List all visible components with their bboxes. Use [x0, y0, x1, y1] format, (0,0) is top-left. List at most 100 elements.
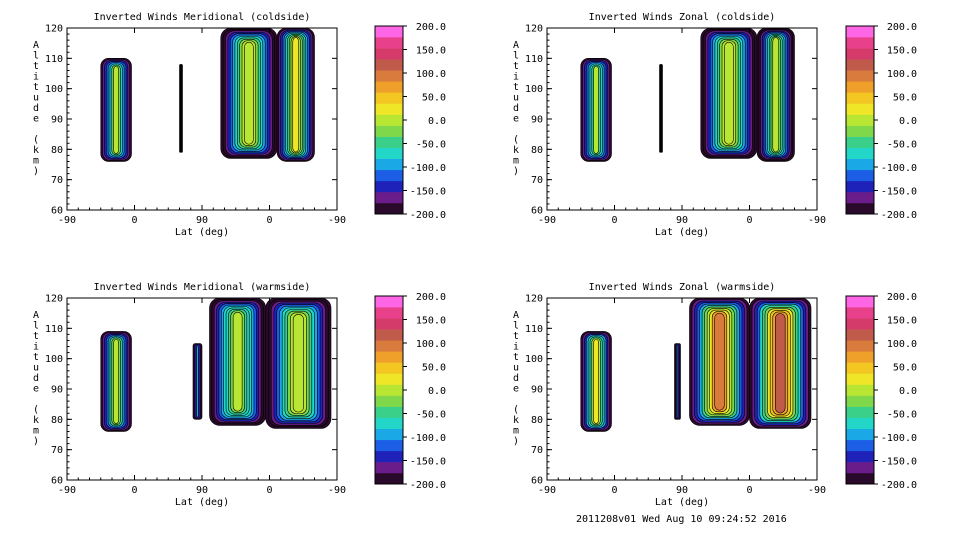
colorbar-swatch [846, 92, 874, 104]
colorbar-swatch [846, 362, 874, 374]
colorbar-swatch [375, 136, 403, 148]
data-region [100, 331, 132, 432]
panel-title: Inverted Winds Meridional (warmside) [94, 282, 311, 293]
colorbar-label: 150.0 [887, 46, 917, 57]
y-tick-label: 60 [531, 206, 543, 217]
colorbar-label: -150.0 [410, 457, 446, 468]
colorbar-swatch [375, 125, 403, 137]
colorbar-swatch [375, 114, 403, 126]
colorbar-label: -200.0 [410, 210, 446, 221]
contour-level [676, 344, 679, 419]
colorbar-label: 50.0 [893, 363, 917, 374]
colorbar-label: -200.0 [881, 210, 917, 221]
colorbar-swatch [846, 318, 874, 330]
y-tick-label: 80 [531, 145, 543, 156]
colorbar-swatch [846, 180, 874, 193]
y-tick-label: 120 [525, 294, 543, 305]
data-region [100, 58, 132, 162]
colorbar-swatch [375, 439, 403, 452]
colorbar-swatch [375, 318, 403, 330]
x-tick-label: 90 [196, 485, 208, 496]
colorbar-swatch [375, 158, 403, 171]
contour-level [714, 312, 725, 411]
footer-stamp: 2011208v01 Wed Aug 10 09:24:52 2016 [576, 514, 787, 525]
colorbar-swatch [846, 307, 874, 319]
contour-level [196, 345, 199, 418]
contour-level [775, 313, 786, 414]
panel-3: Inverted Winds Meridional (warmside) 60 70… [33, 282, 446, 508]
colorbar-label: 200.0 [416, 292, 446, 303]
colorbar-swatch [846, 373, 874, 385]
data-region [674, 343, 681, 420]
colorbar-swatch [846, 191, 874, 204]
colorbar-swatch [846, 384, 874, 396]
y-tick-label: 90 [531, 385, 543, 396]
y-tick-label: 100 [45, 354, 63, 365]
colorbar-swatch [846, 37, 874, 49]
y-tick-label: 120 [525, 24, 543, 35]
x-tick-label: 0 [611, 485, 617, 496]
data-region [749, 297, 812, 429]
colorbar-label: 100.0 [887, 69, 917, 80]
contour-level [244, 41, 254, 145]
contour-level [180, 64, 182, 152]
colorbar-label: 0.0 [899, 386, 917, 397]
colorbar-swatch [846, 351, 874, 363]
colorbar-swatch [375, 461, 403, 474]
y-tick-label: 90 [531, 115, 543, 126]
colorbar-label: 50.0 [422, 363, 446, 374]
panel-2: Inverted Winds Zonal (coldside) 60 70 80 90 1… [513, 12, 917, 238]
colorbar-swatch [375, 92, 403, 104]
contour-level [593, 65, 599, 155]
colorbar-label: 100.0 [416, 339, 446, 350]
colorbar-swatch [846, 340, 874, 352]
colorbar: 200.0 150.0 100.0 50.0 0.0 -50.0 -100.0 -150.0 -… [845, 22, 917, 221]
colorbar-label: 200.0 [887, 22, 917, 33]
colorbar-label: -100.0 [881, 163, 917, 174]
x-axis-label: Lat (deg) [655, 227, 709, 238]
x-tick-label: -90 [538, 485, 556, 496]
y-tick-label: 110 [525, 54, 543, 65]
colorbar-label: 50.0 [893, 93, 917, 104]
colorbar-label: 100.0 [887, 339, 917, 350]
x-axis-label: Lat (deg) [655, 497, 709, 508]
colorbar-swatch [375, 70, 403, 82]
colorbar-label: 50.0 [422, 93, 446, 104]
y-tick-label: 120 [45, 24, 63, 35]
colorbar-label: 200.0 [416, 22, 446, 33]
colorbar-swatch [846, 158, 874, 171]
y-tick-label: 120 [45, 294, 63, 305]
colorbar-swatch [846, 114, 874, 126]
colorbar-swatch [375, 81, 403, 93]
colorbar-swatch [375, 340, 403, 352]
y-tick-label: 80 [531, 415, 543, 426]
colorbar-label: -200.0 [881, 480, 917, 491]
colorbar-swatch [375, 395, 403, 407]
colorbar-label: 150.0 [416, 46, 446, 57]
data-region [276, 27, 315, 162]
colorbar-swatch [375, 329, 403, 341]
data-region [580, 331, 612, 432]
panel-title: Inverted Winds Meridional (coldside) [94, 12, 311, 23]
contour-level [113, 65, 119, 155]
colorbar-swatch [375, 406, 403, 418]
colorbar-swatch [846, 472, 874, 485]
colorbar-swatch [375, 417, 403, 430]
colorbar-swatch [846, 125, 874, 137]
x-tick-label: 90 [676, 485, 688, 496]
colorbar-swatch [846, 406, 874, 418]
y-tick-label: 60 [531, 476, 543, 487]
colorbar-label: -100.0 [410, 433, 446, 444]
colorbar-label: -200.0 [410, 480, 446, 491]
y-tick-label: 90 [51, 115, 63, 126]
colorbar-swatch [846, 70, 874, 82]
colorbar: 200.0 150.0 100.0 50.0 0.0 -50.0 -100.0 -150.0 -… [374, 292, 446, 491]
colorbar-swatch [375, 202, 403, 215]
colorbar-swatch [375, 362, 403, 374]
colorbar-swatch [846, 417, 874, 430]
y-tick-label: 80 [51, 145, 63, 156]
colorbar-swatch [846, 59, 874, 71]
